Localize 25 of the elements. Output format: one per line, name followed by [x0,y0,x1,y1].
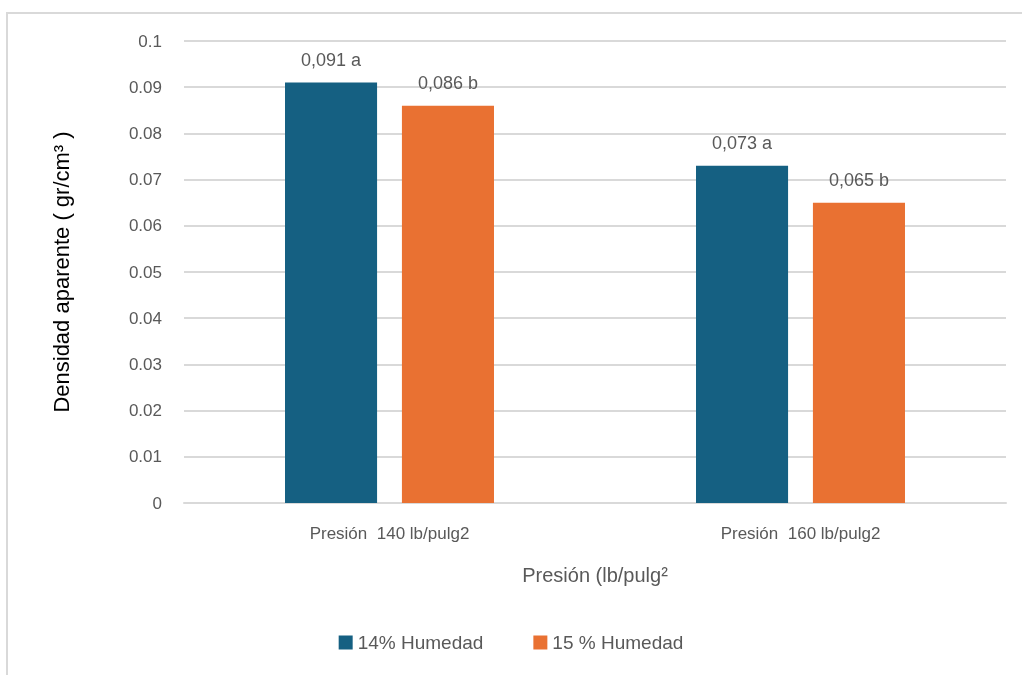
y-tick-label: 0.05 [128,262,162,282]
bar [285,82,378,503]
y-tick-label: 0.03 [128,354,162,374]
data-label: 0,086 b [417,72,478,93]
bar [696,165,789,503]
y-tick-label: 0.09 [128,77,162,97]
y-tick-label: 0.1 [138,31,162,51]
y-axis-title: Densidad aparente ( gr/cm³ ) [48,131,74,413]
x-tick-label: Presión 160 lb/pulg2 [720,524,881,543]
data-label: 0,091 a [301,49,363,70]
y-tick-label: 0 [152,493,162,513]
data-label: 0,065 b [828,169,889,190]
y-tick-label: 0.02 [128,401,162,421]
y-tick-label: 0.01 [128,447,162,467]
data-label: 0,073 a [712,132,774,153]
bar [401,105,494,503]
x-axis-title: Presión (lb/pulg² [522,564,669,586]
x-tick-label: Presión 140 lb/pulg2 [309,524,470,543]
y-tick-label: 0.06 [128,216,162,236]
bar [812,202,905,503]
y-tick-label: 0.08 [128,123,162,143]
legend-label: 15 % Humedad [552,632,684,653]
y-tick-label: 0.04 [128,308,162,328]
legend-label: 14% Humedad [357,632,484,653]
y-tick-label: 0.07 [128,170,162,190]
